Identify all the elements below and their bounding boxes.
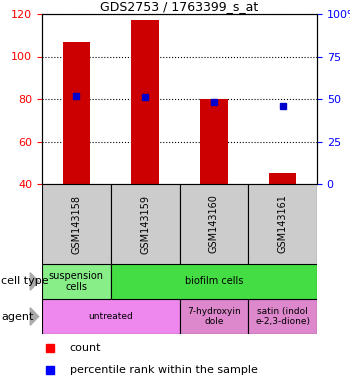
Bar — [180, 184, 248, 264]
Text: agent: agent — [1, 311, 34, 321]
Polygon shape — [30, 273, 38, 290]
Title: GDS2753 / 1763399_s_at: GDS2753 / 1763399_s_at — [100, 0, 259, 13]
Bar — [269, 173, 296, 184]
Text: cell type: cell type — [1, 276, 49, 286]
Text: percentile rank within the sample: percentile rank within the sample — [70, 365, 257, 375]
Bar — [42, 299, 180, 334]
Text: satin (indol
e-2,3-dione): satin (indol e-2,3-dione) — [255, 307, 310, 326]
Text: GSM143158: GSM143158 — [71, 195, 81, 253]
Bar — [42, 184, 111, 264]
Bar — [42, 264, 111, 299]
Bar — [200, 99, 228, 184]
Bar — [248, 299, 317, 334]
Text: GSM143160: GSM143160 — [209, 195, 219, 253]
Bar — [180, 299, 248, 334]
Text: count: count — [70, 343, 101, 353]
Bar — [63, 41, 90, 184]
Bar — [111, 264, 317, 299]
Text: biofilm cells: biofilm cells — [185, 276, 243, 286]
Text: suspension
cells: suspension cells — [49, 271, 104, 292]
Text: GSM143161: GSM143161 — [278, 195, 288, 253]
Bar — [131, 20, 159, 184]
Text: GSM143159: GSM143159 — [140, 195, 150, 253]
Text: 7-hydroxyin
dole: 7-hydroxyin dole — [187, 307, 241, 326]
Polygon shape — [30, 308, 38, 325]
Bar — [111, 184, 180, 264]
Text: untreated: untreated — [88, 312, 133, 321]
Bar — [248, 184, 317, 264]
